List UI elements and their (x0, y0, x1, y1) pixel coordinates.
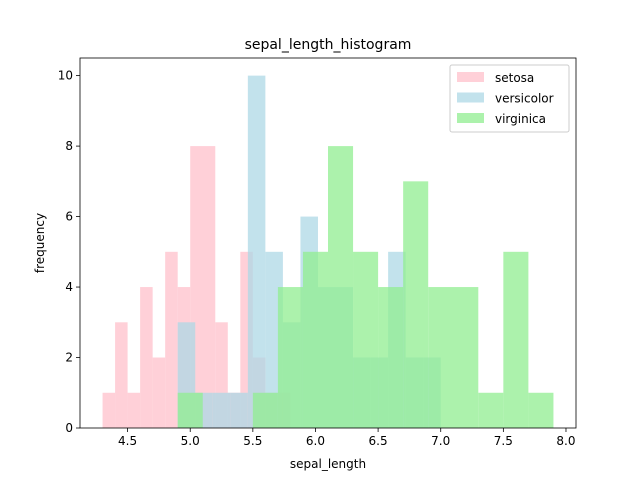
setosa-bar (115, 322, 128, 428)
virginica-bar (328, 146, 354, 428)
y-tick-label: 8 (65, 139, 73, 153)
virginica-bar (528, 392, 554, 428)
x-tick-label: 4.5 (118, 434, 137, 448)
virginica-bar (177, 392, 203, 428)
virginica-bar (428, 287, 479, 428)
y-tick-label: 6 (65, 210, 73, 224)
plot-frame (79, 57, 577, 429)
y-tick-label: 0 (65, 421, 73, 435)
y-tick-label: 4 (65, 280, 73, 294)
setosa-bar (165, 251, 178, 428)
setosa-bar (152, 357, 166, 428)
legend-label-virginica: virginica (495, 112, 546, 126)
x-tick-label: 5.0 (181, 434, 200, 448)
virginica-bar (353, 251, 379, 428)
y-tick-label: 10 (58, 69, 73, 83)
setosa-bar (127, 392, 141, 428)
virginica-bar (378, 287, 404, 428)
virginica-bar (277, 287, 303, 428)
legend-label-setosa: setosa (495, 71, 534, 85)
x-tick-label: 7.0 (431, 434, 450, 448)
y-axis-ticks: 0 2 4 6 8 10 (58, 69, 80, 435)
x-tick-label: 8.0 (556, 434, 575, 448)
histogram-bars (102, 75, 554, 429)
y-tick-label: 2 (65, 351, 73, 365)
legend-label-versicolor: versicolor (495, 92, 554, 106)
versicolor-bar (247, 75, 266, 429)
x-tick-label: 7.5 (494, 434, 513, 448)
x-tick-label: 5.5 (243, 434, 262, 448)
virginica-bar (478, 392, 504, 428)
legend-swatch-versicolor (457, 92, 484, 103)
setosa-bar (140, 287, 153, 428)
x-axis-label: sepal_length (290, 457, 366, 471)
x-tick-label: 6.5 (369, 434, 388, 448)
virginica-bar (252, 392, 278, 428)
x-tick-label: 6.0 (306, 434, 325, 448)
chart-title: sepal_length_histogram (245, 37, 412, 53)
virginica-bar (302, 251, 328, 428)
x-axis-ticks: 4.5 5.0 5.5 6.0 6.5 7.0 7.5 8.0 (118, 428, 576, 448)
versicolor-bar (230, 392, 248, 428)
setosa-bar (102, 392, 116, 428)
legend-swatch-virginica (457, 113, 484, 123)
legend-swatch-setosa (457, 72, 484, 82)
legend: setosa versicolor virginica (449, 64, 570, 133)
virginica-bar (503, 251, 529, 428)
y-axis-label: frequency (33, 213, 47, 273)
virginica-bar (403, 181, 429, 428)
versicolor-bar (212, 392, 231, 428)
